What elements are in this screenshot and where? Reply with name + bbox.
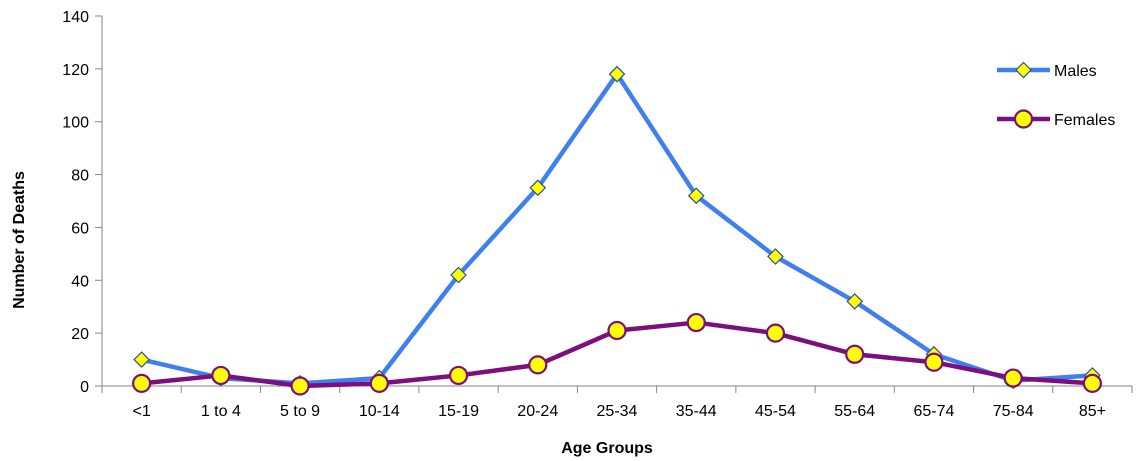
data-point-females bbox=[765, 323, 786, 343]
x-tick-label: 20-24 bbox=[517, 403, 558, 420]
data-point-females bbox=[1082, 373, 1102, 393]
x-tick-label: 65-74 bbox=[913, 403, 954, 420]
y-axis: 0 20 40 60 80 100 120 140 bbox=[62, 9, 103, 396]
data-point-males bbox=[450, 266, 467, 284]
x-tick-label: 1 to 4 bbox=[201, 403, 241, 420]
legend: Males Females bbox=[997, 61, 1115, 129]
x-tick-label: 15-19 bbox=[438, 403, 479, 420]
series-males bbox=[133, 65, 1101, 392]
y-tick-label: 80 bbox=[71, 168, 89, 185]
x-tick-label: 5 to 9 bbox=[280, 403, 320, 420]
x-tick-label: 85+ bbox=[1079, 403, 1106, 420]
data-point-females bbox=[528, 355, 548, 375]
x-tick-label: 45-54 bbox=[755, 403, 796, 420]
data-point-males bbox=[846, 293, 864, 310]
data-point-females bbox=[132, 373, 152, 393]
y-tick-label: 60 bbox=[71, 220, 89, 237]
y-axis-title: Number of Deaths bbox=[11, 171, 28, 309]
data-point-females bbox=[924, 352, 944, 372]
data-point-females bbox=[448, 365, 469, 386]
data-point-males bbox=[529, 179, 547, 197]
x-tick-label: <1 bbox=[132, 403, 150, 420]
data-point-females bbox=[211, 365, 231, 386]
data-point-males bbox=[767, 248, 784, 265]
series-layer bbox=[132, 65, 1102, 396]
x-axis-title: Age Groups bbox=[561, 440, 653, 457]
data-point-females bbox=[290, 376, 310, 396]
legend-marker-males bbox=[1015, 61, 1032, 79]
x-tick-label: 25-34 bbox=[597, 403, 638, 420]
y-tick-label: 120 bbox=[62, 62, 89, 79]
series-females bbox=[132, 312, 1102, 396]
data-point-females bbox=[607, 320, 627, 341]
data-point-males bbox=[133, 351, 150, 368]
data-point-females bbox=[1003, 368, 1023, 388]
x-tick-label: 55-64 bbox=[834, 403, 875, 420]
x-tick-label: 35-44 bbox=[676, 403, 717, 420]
y-tick-label: 20 bbox=[71, 326, 89, 343]
legend-label-females: Females bbox=[1054, 112, 1115, 129]
legend-label-males: Males bbox=[1054, 63, 1097, 80]
x-tick-label: 10-14 bbox=[359, 403, 400, 420]
data-point-males bbox=[608, 65, 626, 83]
x-axis: <1 1 to 4 5 to 9 10-14 15-19 20-24 25-34 35-44 4… bbox=[101, 385, 1133, 420]
y-tick-label: 0 bbox=[80, 379, 89, 396]
data-point-females bbox=[845, 344, 865, 364]
data-point-females bbox=[686, 312, 706, 333]
data-point-males bbox=[687, 187, 705, 205]
y-tick-label: 40 bbox=[71, 273, 89, 290]
x-tick-label: 75-84 bbox=[993, 403, 1034, 420]
data-point-females bbox=[369, 373, 389, 393]
y-tick-label: 100 bbox=[62, 115, 89, 132]
y-tick-label: 140 bbox=[62, 9, 89, 26]
legend-marker-females bbox=[1013, 109, 1034, 129]
